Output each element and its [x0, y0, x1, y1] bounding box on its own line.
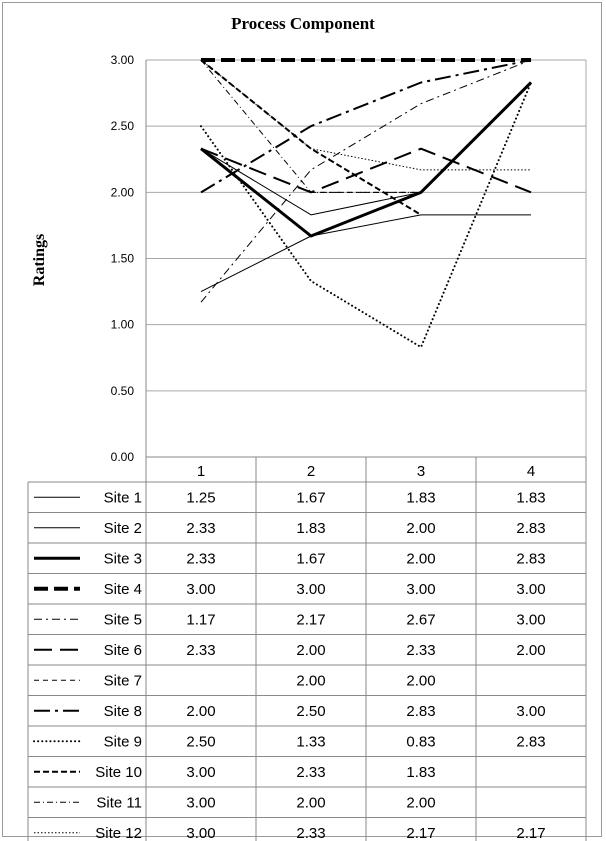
- y-tick-label: 2.50: [111, 119, 135, 133]
- series-line-site-11: [200, 59, 421, 193]
- legend-entry: Site 8: [104, 703, 142, 720]
- data-label: 2.33: [296, 764, 325, 781]
- chart-title: Process Component: [231, 14, 375, 33]
- data-label: 2.17: [296, 611, 325, 628]
- y-tick-label: 0.50: [111, 384, 135, 398]
- legend-entry: Site 3: [104, 550, 142, 567]
- data-label: 2.33: [296, 825, 325, 841]
- data-label: 1.67: [296, 489, 325, 506]
- data-label: 2.33: [186, 520, 215, 537]
- data-table: 1 2 3 4 Site 1 1.25 1.67 1.83 1.83 Site 2 2.33 1.83…: [27, 456, 587, 841]
- data-label: 3.00: [186, 581, 215, 598]
- data-label: 2.33: [186, 550, 215, 567]
- legend-entry: Site 11: [96, 794, 142, 811]
- legend-entry: Site 1: [104, 489, 142, 506]
- data-label: 1.25: [186, 489, 215, 506]
- data-label: 2.00: [296, 642, 325, 659]
- data-label: 2.00: [406, 550, 435, 567]
- data-label: 3.00: [406, 581, 435, 598]
- series-line-site-6: [200, 147, 532, 194]
- series-line-site-2: [200, 82, 532, 216]
- series-line-site-5: [200, 59, 532, 303]
- series-line-site-3: [200, 81, 533, 238]
- data-label: 2.00: [516, 642, 545, 659]
- data-label: 2.17: [406, 825, 435, 841]
- series-line-site-1: [200, 214, 531, 293]
- series-line-site-12: [200, 59, 531, 171]
- y-tick-label: 3.00: [111, 53, 135, 67]
- y-tick-labels: 0.00 0.50 1.00 1.50 2.00 2.50 3.00: [111, 53, 135, 464]
- gridlines: [145, 59, 587, 458]
- data-label: 2.00: [406, 520, 435, 537]
- data-label: 2.00: [296, 794, 325, 811]
- legend-entry: Site 6: [104, 642, 142, 659]
- data-label: 1.33: [296, 733, 325, 750]
- data-label: 2.67: [406, 611, 435, 628]
- data-label: 2.50: [296, 703, 325, 720]
- y-tick-label: 1.50: [111, 252, 135, 266]
- data-label: 3.00: [186, 764, 215, 781]
- x-category-label: 1: [197, 463, 205, 480]
- data-label: 3.00: [186, 794, 215, 811]
- data-label: 1.67: [296, 550, 325, 567]
- y-tick-label: 1.00: [111, 318, 135, 332]
- data-label: 2.83: [516, 550, 545, 567]
- legend-entry: Site 10: [95, 764, 142, 781]
- data-label: 2.17: [516, 825, 545, 841]
- data-label: 3.00: [296, 581, 325, 598]
- data-label: 3.00: [516, 703, 545, 720]
- data-label: 1.83: [296, 520, 325, 537]
- data-label: 1.83: [406, 489, 435, 506]
- legend-entry: Site 9: [104, 733, 142, 750]
- data-label: 2.50: [186, 733, 215, 750]
- data-label: 3.00: [186, 825, 215, 841]
- y-tick-label: 0.00: [111, 450, 135, 464]
- data-label: 2.83: [516, 520, 545, 537]
- series-line-site-10: [200, 59, 422, 216]
- x-category-label: 3: [417, 463, 425, 480]
- series-line-site-8: [200, 59, 532, 194]
- data-label: 3.00: [516, 581, 545, 598]
- y-tick-label: 2.00: [111, 185, 135, 199]
- data-label: 2.33: [406, 642, 435, 659]
- data-label: 1.17: [186, 611, 215, 628]
- data-label: 2.00: [406, 672, 435, 689]
- data-label: 2.83: [516, 733, 545, 750]
- legend-entry: Site 2: [104, 520, 142, 537]
- data-label: 2.00: [186, 703, 215, 720]
- data-label: 1.83: [406, 764, 435, 781]
- data-label: 2.00: [296, 672, 325, 689]
- x-category-label: 4: [527, 463, 535, 480]
- series-lines: [200, 58, 533, 349]
- data-label: 0.83: [406, 733, 435, 750]
- x-category-label: 2: [307, 463, 315, 480]
- data-label: 2.83: [406, 703, 435, 720]
- legend-entry: Site 7: [104, 672, 142, 689]
- legend-entry: Site 5: [104, 611, 142, 628]
- legend-entry: Site 4: [104, 581, 142, 598]
- data-label: 2.00: [406, 794, 435, 811]
- legend-entry: Site 12: [95, 825, 142, 841]
- data-label: 1.83: [516, 489, 545, 506]
- data-label: 2.33: [186, 642, 215, 659]
- data-label: 3.00: [516, 611, 545, 628]
- series-line-site-9: [200, 81, 532, 349]
